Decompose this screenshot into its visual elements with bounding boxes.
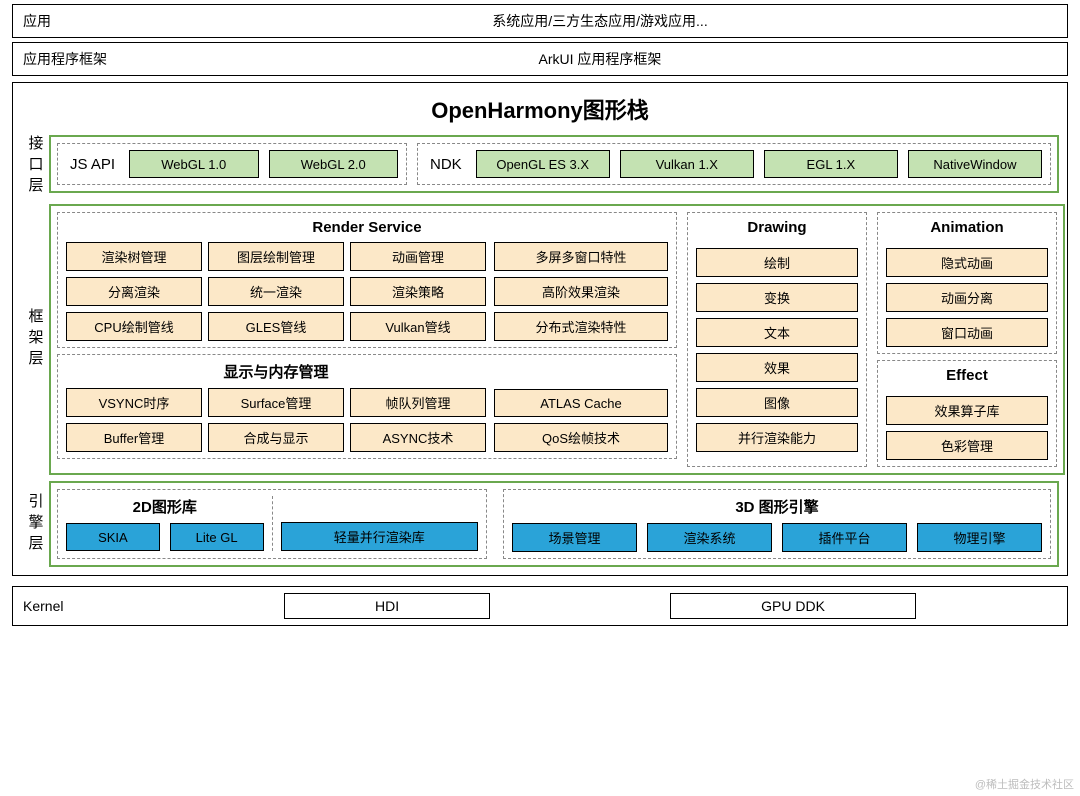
js-api-item: WebGL 1.0 [129,150,258,178]
layer-interface-label: 接口层 [21,135,49,198]
js-api-label: JS API [66,156,119,173]
render-service-box: Render Service 渲染树管理 图层绘制管理 动画管理 分离渲染 统一… [57,212,677,348]
rs-item: 分离渲染 [66,277,202,306]
row-kernel-content: HDI GPU DDK [133,587,1067,625]
rs-item: 高阶效果渲染 [494,277,668,306]
engine-2d-item: Lite GL [170,523,264,551]
layer-interface: 接口层 JS API WebGL 1.0 WebGL 2.0 NDK OpenG… [21,135,1059,198]
render-service-right: 多屏多窗口特性 高阶效果渲染 分布式渲染特性 [494,242,668,341]
engine-container: 2D图形库 SKIA Lite GL 轻量并行渲染库 3D 图形引 [49,481,1059,567]
ndk-label: NDK [426,156,466,173]
js-api-item: WebGL 2.0 [269,150,398,178]
main-title: OpenHarmony图形栈 [21,93,1059,125]
js-api-group: JS API WebGL 1.0 WebGL 2.0 [57,143,407,185]
drawing-item: 变换 [696,283,858,312]
dm-item: ASYNC技术 [350,423,486,452]
anim-effect-col: Animation 隐式动画 动画分离 窗口动画 Effect 效果算子库 色彩… [877,212,1057,467]
ndk-item: NativeWindow [908,150,1042,178]
layer-framework: 框架层 Render Service 渲染树管理 图层绘制管理 动画管理 分离渲… [21,204,1059,475]
engine-3d-item: 物理引擎 [917,523,1042,552]
rs-item: 动画管理 [350,242,486,271]
effect-title: Effect [886,367,1048,384]
drawing-item: 图像 [696,388,858,417]
layer-framework-label: 框架层 [21,204,49,475]
engine-2d-separator [272,496,273,551]
rs-item: CPU绘制管线 [66,312,202,341]
framework-container: Render Service 渲染树管理 图层绘制管理 动画管理 分离渲染 统一… [49,204,1065,475]
kernel-gpuddk: GPU DDK [670,593,916,619]
layer-engine-label: 引擎层 [21,481,49,567]
layer-engine: 引擎层 2D图形库 SKIA Lite GL 轻量并 [21,481,1059,567]
dm-item: Buffer管理 [66,423,202,452]
effect-box: Effect 效果算子库 色彩管理 [877,360,1057,467]
framework-left: Render Service 渲染树管理 图层绘制管理 动画管理 分离渲染 统一… [57,212,677,467]
drawing-item: 文本 [696,318,858,347]
ndk-item: OpenGL ES 3.X [476,150,610,178]
display-mem-box: 显示与内存管理 VSYNC时序 Surface管理 帧队列管理 Buffer管理… [57,354,677,459]
dm-item: ATLAS Cache [494,389,668,417]
ndk-item: EGL 1.X [764,150,898,178]
rs-item: 统一渲染 [208,277,344,306]
rs-item: 渲染树管理 [66,242,202,271]
rs-item: Vulkan管线 [350,312,486,341]
drawing-item: 效果 [696,353,858,382]
main-graphics-stack: OpenHarmony图形栈 接口层 JS API WebGL 1.0 WebG… [12,82,1068,576]
render-service-grid: 渲染树管理 图层绘制管理 动画管理 分离渲染 统一渲染 渲染策略 CPU绘制管线… [66,242,486,341]
engine-2d-box: 2D图形库 SKIA Lite GL 轻量并行渲染库 [57,489,487,559]
engine-3d-item: 渲染系统 [647,523,772,552]
dm-item: 帧队列管理 [350,388,486,417]
row-framework: 应用程序框架 ArkUI 应用程序框架 [12,42,1068,76]
watermark: @稀土掘金技术社区 [975,776,1074,792]
row-fw-label: 应用程序框架 [13,43,133,75]
row-app: 应用 系统应用/三方生态应用/游戏应用... [12,4,1068,38]
ndk-group: NDK OpenGL ES 3.X Vulkan 1.X EGL 1.X Nat… [417,143,1051,185]
ndk-item: Vulkan 1.X [620,150,754,178]
api-container: JS API WebGL 1.0 WebGL 2.0 NDK OpenGL ES… [49,135,1059,193]
animation-box: Animation 隐式动画 动画分离 窗口动画 [877,212,1057,354]
dm-item: 合成与显示 [208,423,344,452]
dm-item: QoS绘帧技术 [494,423,668,452]
render-service-title: Render Service [66,219,668,236]
dm-item: VSYNC时序 [66,388,202,417]
dm-item: Surface管理 [208,388,344,417]
effect-item: 效果算子库 [886,396,1048,425]
engine-3d-title: 3D 图形引擎 [512,496,1042,517]
engine-2d-title: 2D图形库 [66,496,264,517]
drawing-item: 绘制 [696,248,858,277]
row-fw-content: ArkUI 应用程序框架 [133,43,1067,75]
drawing-title: Drawing [696,219,858,236]
animation-title: Animation [886,219,1048,236]
rs-item: 渲染策略 [350,277,486,306]
animation-item: 隐式动画 [886,248,1048,277]
engine-3d-item: 场景管理 [512,523,637,552]
rs-item: 多屏多窗口特性 [494,242,668,271]
animation-item: 动画分离 [886,283,1048,312]
display-mem-left: 显示与内存管理 VSYNC时序 Surface管理 帧队列管理 Buffer管理… [66,361,486,452]
engine-2d-item: 轻量并行渲染库 [281,522,479,551]
display-mem-title: 显示与内存管理 [66,361,486,382]
drawing-box: Drawing 绘制 变换 文本 效果 图像 并行渲染能力 [687,212,867,467]
rs-item: GLES管线 [208,312,344,341]
engine-3d-box: 3D 图形引擎 场景管理 渲染系统 插件平台 物理引擎 [503,489,1051,559]
animation-item: 窗口动画 [886,318,1048,347]
row-kernel: Kernel HDI GPU DDK [12,586,1068,626]
rs-item: 分布式渲染特性 [494,312,668,341]
rs-item: 图层绘制管理 [208,242,344,271]
display-mem-right: ATLAS Cache QoS绘帧技术 [494,361,668,452]
row-kernel-label: Kernel [13,587,133,625]
effect-item: 色彩管理 [886,431,1048,460]
row-app-label: 应用 [13,5,133,37]
row-app-content: 系统应用/三方生态应用/游戏应用... [133,5,1067,37]
kernel-hdi: HDI [284,593,490,619]
engine-2d-item: SKIA [66,523,160,551]
engine-3d-item: 插件平台 [782,523,907,552]
drawing-item: 并行渲染能力 [696,423,858,452]
